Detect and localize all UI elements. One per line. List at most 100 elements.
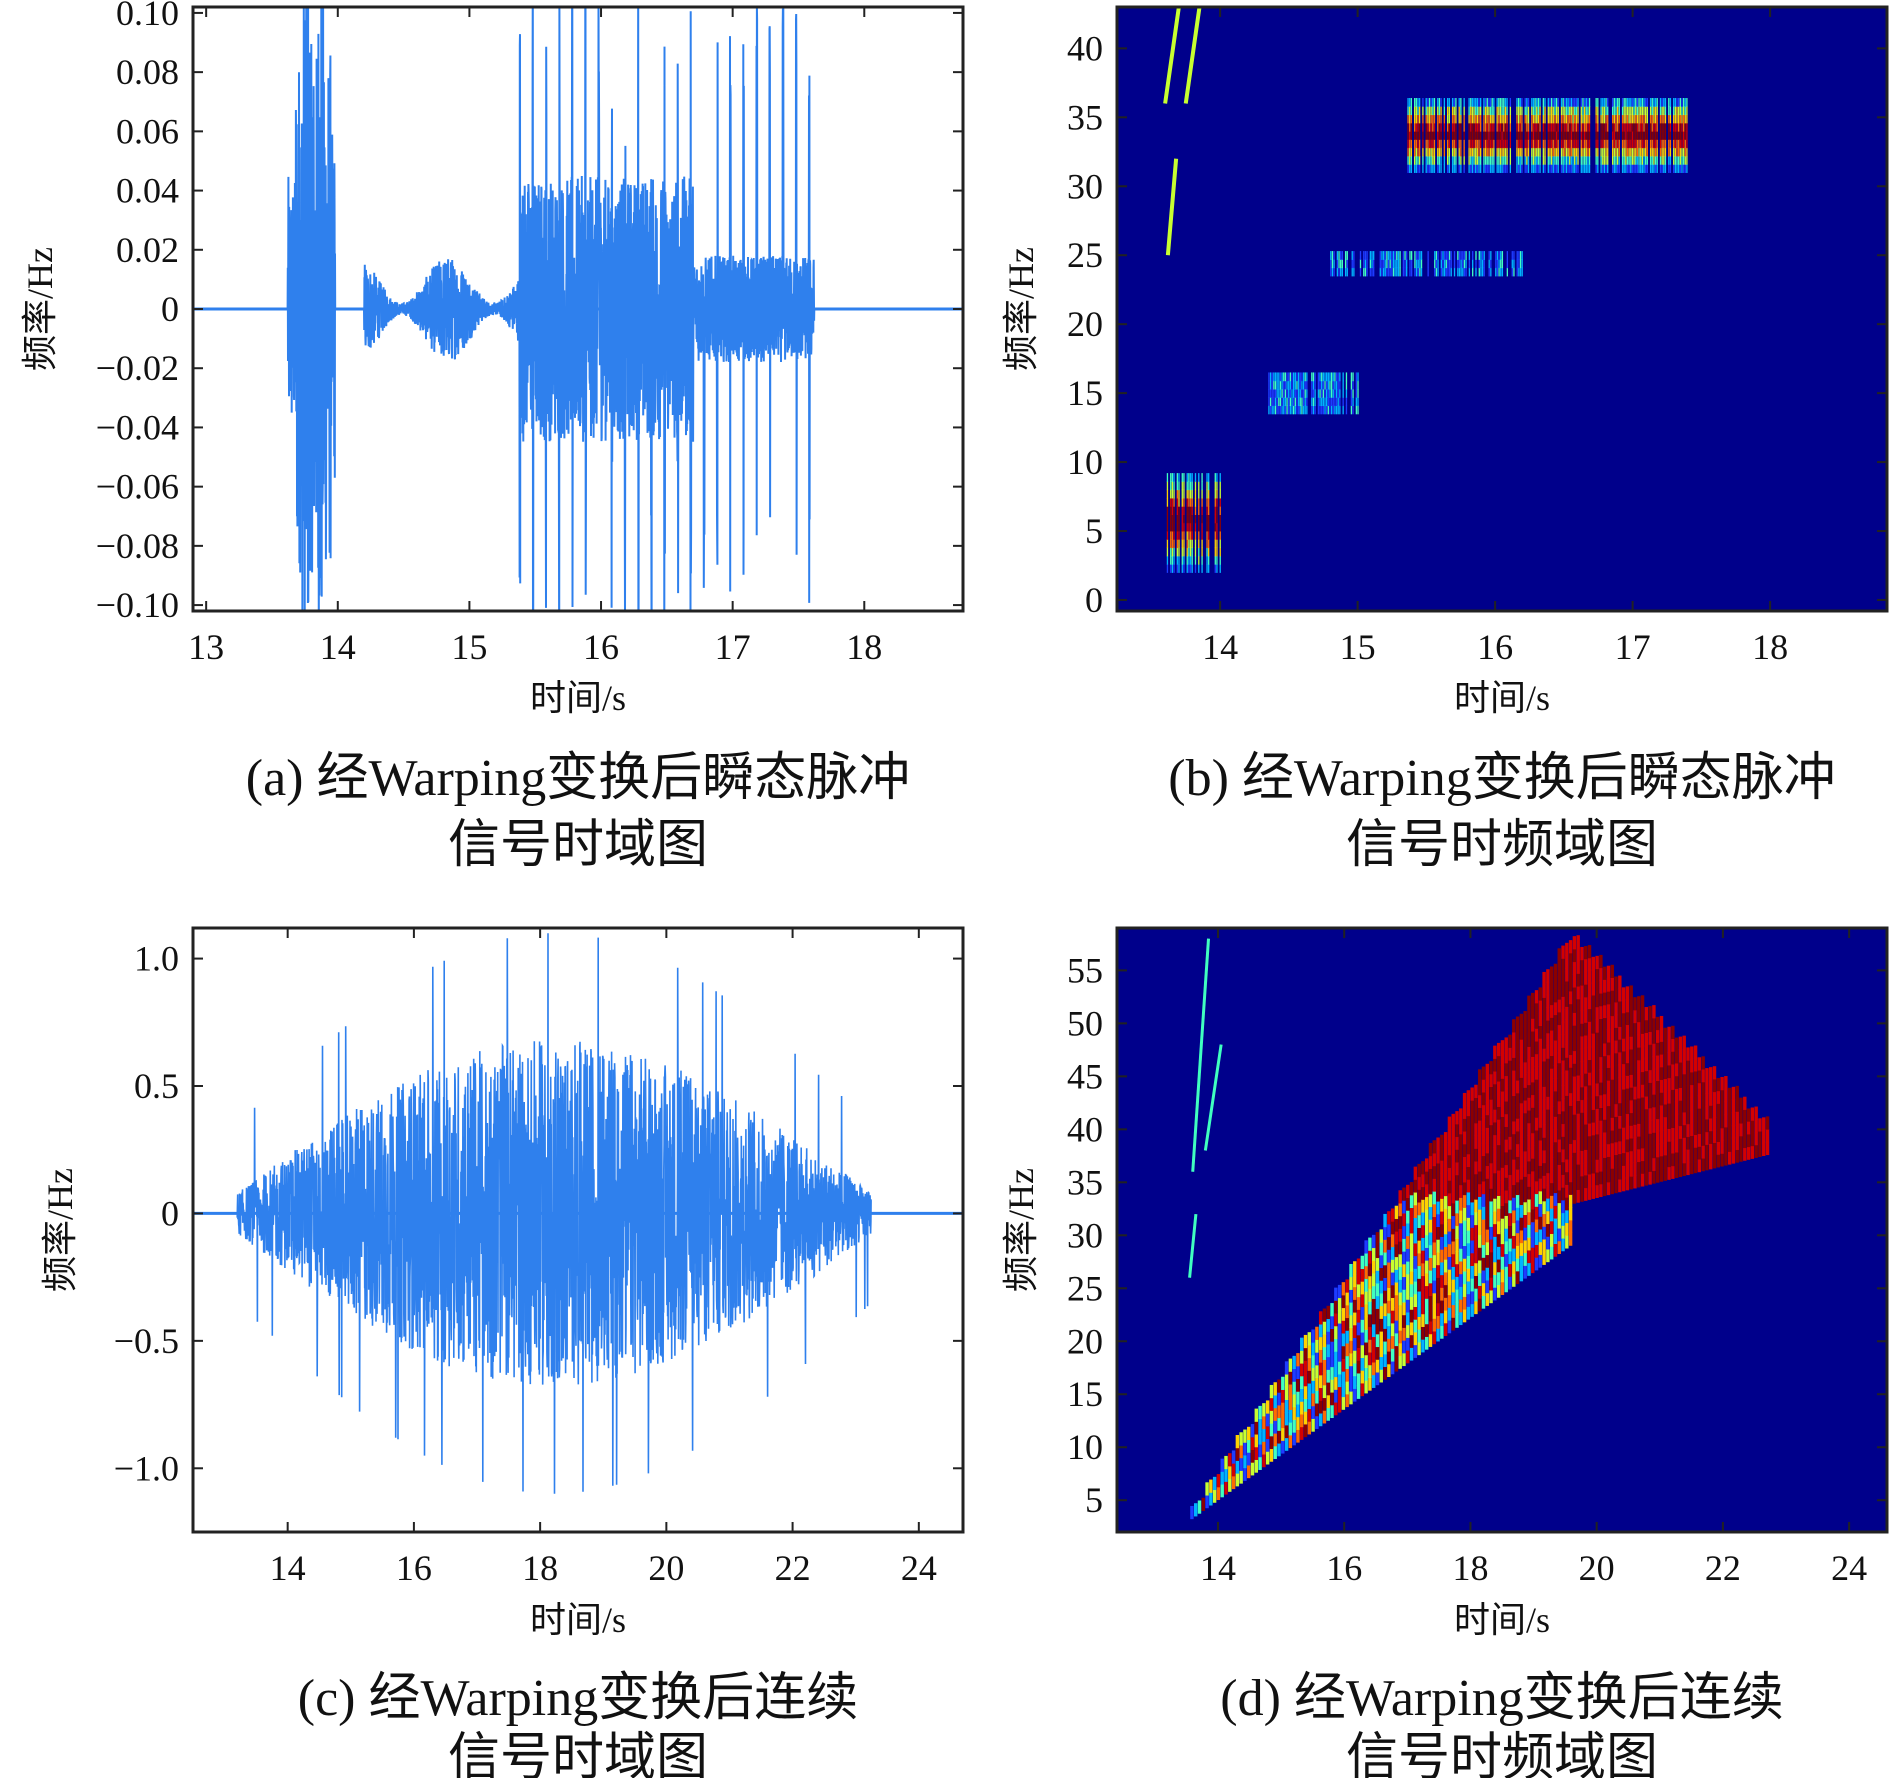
tf-cell bbox=[1436, 1137, 1440, 1151]
tf-cell bbox=[1671, 1063, 1675, 1078]
tf-cell bbox=[1314, 388, 1316, 398]
tf-cell bbox=[1478, 1285, 1482, 1299]
tf-cell bbox=[1440, 1134, 1444, 1148]
tf-cell bbox=[1247, 1426, 1251, 1441]
tf-cell bbox=[1526, 106, 1528, 116]
tf-cell bbox=[1273, 1433, 1277, 1447]
tf-cell bbox=[1500, 1129, 1505, 1143]
tf-cell bbox=[1716, 1141, 1720, 1155]
tf-cell bbox=[1577, 106, 1579, 116]
tf-cell bbox=[1512, 1235, 1516, 1249]
tf-cell bbox=[1648, 1082, 1652, 1096]
tf-cell bbox=[1451, 114, 1454, 124]
tf-cell bbox=[1501, 267, 1504, 277]
tf-cell bbox=[1468, 267, 1471, 277]
tf-cell bbox=[1549, 1131, 1554, 1146]
tf-cell bbox=[1516, 259, 1518, 269]
tf-cell bbox=[1322, 1410, 1327, 1424]
tf-cell bbox=[1603, 155, 1606, 165]
tf-cell bbox=[1509, 155, 1512, 165]
tf-cell bbox=[1534, 1219, 1539, 1233]
tf-cell bbox=[1448, 164, 1450, 173]
tf-cell bbox=[1387, 1363, 1391, 1378]
tf-cell bbox=[1496, 1081, 1501, 1095]
tf-cell bbox=[1515, 1169, 1520, 1183]
tf-cell bbox=[1580, 122, 1582, 132]
tf-cell bbox=[1663, 1104, 1667, 1118]
tf-cell bbox=[1345, 1393, 1349, 1408]
tf-cell bbox=[1588, 114, 1591, 124]
tf-cell bbox=[1557, 1050, 1561, 1064]
tf-cell bbox=[1216, 539, 1218, 549]
tf-cell bbox=[1419, 267, 1421, 277]
tf-cell bbox=[1436, 1264, 1440, 1278]
tf-cell bbox=[1484, 147, 1487, 157]
tf-cell bbox=[1284, 1399, 1289, 1413]
tf-cell bbox=[1481, 259, 1484, 269]
x-tick-label-d: 22 bbox=[1705, 1548, 1741, 1588]
tf-cell bbox=[1493, 1045, 1497, 1059]
tf-cell bbox=[1375, 1282, 1380, 1297]
tf-cell bbox=[1254, 1446, 1258, 1460]
tf-cell bbox=[1577, 139, 1579, 149]
tf-cell bbox=[1387, 267, 1390, 277]
tf-cell bbox=[1546, 969, 1550, 983]
tf-cell bbox=[1637, 1085, 1641, 1099]
tf-cell bbox=[1293, 388, 1295, 398]
tf-cell bbox=[1417, 251, 1419, 260]
tf-cell bbox=[1421, 1301, 1425, 1315]
tf-cell bbox=[1626, 139, 1629, 149]
tf-cell bbox=[1468, 131, 1470, 140]
tf-cell bbox=[1511, 267, 1513, 277]
tf-cell bbox=[1496, 1119, 1501, 1133]
tf-cell bbox=[1537, 122, 1540, 132]
x-tick-label-b: 16 bbox=[1477, 627, 1513, 667]
tf-cell bbox=[1387, 251, 1390, 260]
tf-cell bbox=[1527, 122, 1530, 132]
tf-cell bbox=[1602, 1055, 1607, 1069]
tf-cell bbox=[1458, 131, 1460, 140]
tf-cell bbox=[1371, 259, 1373, 269]
tf-cell bbox=[1375, 1270, 1380, 1284]
tf-cell bbox=[1422, 164, 1424, 173]
tf-cell bbox=[1422, 155, 1424, 165]
tf-cell bbox=[1327, 397, 1329, 407]
tf-cell bbox=[1626, 164, 1629, 173]
tf-cell bbox=[1508, 1161, 1512, 1176]
tf-cell bbox=[1690, 1071, 1694, 1086]
tf-cell bbox=[1654, 122, 1657, 132]
tf-cell bbox=[1413, 1179, 1418, 1193]
tf-cell bbox=[1682, 1048, 1686, 1062]
tf-cell bbox=[1462, 267, 1464, 277]
tf-cell bbox=[1276, 397, 1278, 407]
tf-cell bbox=[1425, 1171, 1429, 1185]
x-tick-label-a: 15 bbox=[451, 627, 487, 667]
tf-cell bbox=[1724, 1139, 1728, 1153]
tf-cell bbox=[1644, 1108, 1649, 1122]
tf-cell bbox=[1495, 259, 1497, 269]
tf-cell bbox=[1216, 481, 1218, 491]
tf-cell bbox=[1640, 164, 1642, 173]
tf-cell bbox=[1413, 1319, 1418, 1333]
tf-cell bbox=[1391, 251, 1393, 260]
tf-cell bbox=[1561, 958, 1565, 972]
tf-cell bbox=[1557, 961, 1561, 975]
tf-cell bbox=[1478, 1145, 1482, 1159]
tf-cell bbox=[1572, 974, 1577, 988]
tf-cell bbox=[1572, 1063, 1577, 1077]
tf-cell bbox=[1322, 1384, 1327, 1399]
tf-cell bbox=[1208, 564, 1210, 573]
tf-cell bbox=[1414, 155, 1416, 165]
tf-cell bbox=[1458, 106, 1460, 116]
tf-cell bbox=[1288, 1371, 1293, 1385]
tf-cell bbox=[1561, 945, 1565, 959]
tf-cell bbox=[1712, 1142, 1717, 1156]
tf-cell bbox=[1517, 147, 1520, 157]
tf-cell bbox=[1629, 1125, 1633, 1139]
tf-cell bbox=[1638, 155, 1640, 165]
tf-cell bbox=[1580, 1150, 1584, 1164]
tf-cell bbox=[1417, 1163, 1421, 1178]
tf-cell bbox=[1643, 139, 1645, 149]
tf-cell bbox=[1428, 131, 1431, 140]
